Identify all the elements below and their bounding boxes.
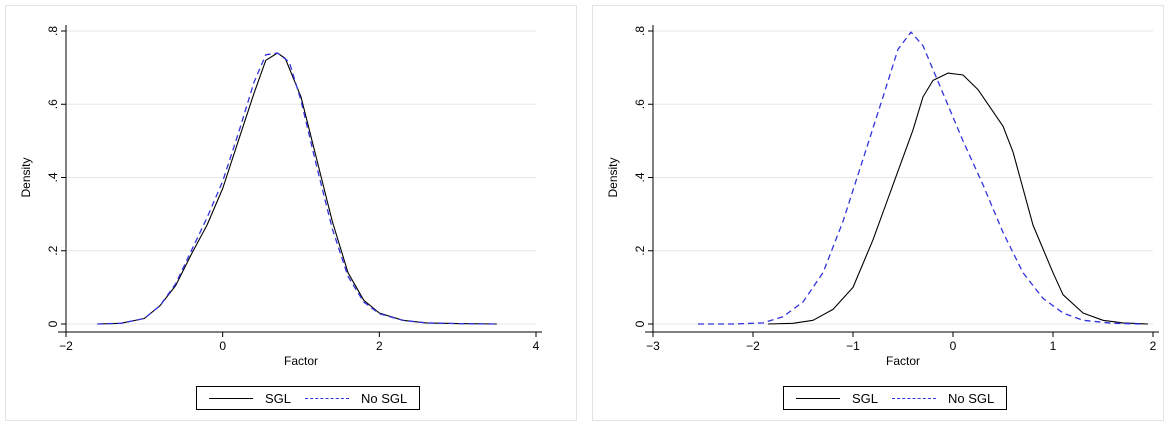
legend-label: No SGL xyxy=(948,390,995,406)
legend-swatch-dashed xyxy=(892,397,937,399)
y-tick-label: .6 xyxy=(46,99,60,109)
x-axis-title: Factor xyxy=(886,354,920,368)
x-tick-label: −2 xyxy=(746,339,760,353)
x-tick-label: −1 xyxy=(846,339,860,353)
y-tick-label: .2 xyxy=(46,245,60,255)
legend-entry-no-sgl: No SGL xyxy=(305,391,407,406)
x-tick-label: 2 xyxy=(376,339,383,353)
legend-entry-sgl: SGL xyxy=(209,391,291,406)
x-tick-label: 4 xyxy=(533,339,540,353)
legend-label: SGL xyxy=(852,390,879,406)
x-axis-title: Factor xyxy=(284,354,318,368)
no-sgl-density-line xyxy=(698,31,1144,325)
no-sgl-density-line xyxy=(97,52,497,325)
y-tick-label: .4 xyxy=(46,172,60,182)
x-tick-label: 0 xyxy=(950,339,957,353)
legend-label: No SGL xyxy=(361,390,408,406)
legend-label: SGL xyxy=(265,390,292,406)
y-tick-label: 0 xyxy=(633,320,647,327)
x-tick-label: −3 xyxy=(646,339,660,353)
legend-entry-sgl: SGL xyxy=(796,391,878,406)
left-chart-panel: 0 .2 .4 .6 .8 −2 0 2 4 Factor Density SGL No SGL xyxy=(5,5,577,421)
y-tick-label: .6 xyxy=(633,99,647,109)
y-tick-label: .2 xyxy=(633,245,647,255)
right-chart-panel: 0 .2 .4 .6 .8 −3 −2 −1 0 1 2 Factor Density SGL No S… xyxy=(592,5,1164,421)
sgl-density-line xyxy=(767,72,1149,325)
y-axis-title: Density xyxy=(19,157,33,197)
x-tick-label: 2 xyxy=(1150,339,1157,353)
y-tick-label: 0 xyxy=(46,320,60,327)
x-tick-label: 1 xyxy=(1050,339,1057,353)
y-tick-label: .8 xyxy=(633,26,647,36)
left-chart-legend: SGL No SGL xyxy=(196,386,421,410)
y-axis-title: Density xyxy=(606,157,620,197)
y-tick-label: .4 xyxy=(633,172,647,182)
y-tick-label: .8 xyxy=(46,26,60,36)
sgl-density-line xyxy=(97,52,497,325)
x-tick-label: 0 xyxy=(219,339,226,353)
legend-entry-no-sgl: No SGL xyxy=(892,391,994,406)
x-tick-label: −2 xyxy=(59,339,73,353)
left-chart-plot: 0 .2 .4 .6 .8 −2 0 2 4 Factor Density xyxy=(19,25,542,368)
legend-swatch-solid xyxy=(209,397,253,399)
legend-swatch-dashed xyxy=(305,397,350,399)
right-chart-legend: SGL No SGL xyxy=(783,386,1008,410)
legend-swatch-solid xyxy=(796,397,840,399)
right-chart-plot: 0 .2 .4 .6 .8 −3 −2 −1 0 1 2 Factor Density xyxy=(606,25,1159,368)
